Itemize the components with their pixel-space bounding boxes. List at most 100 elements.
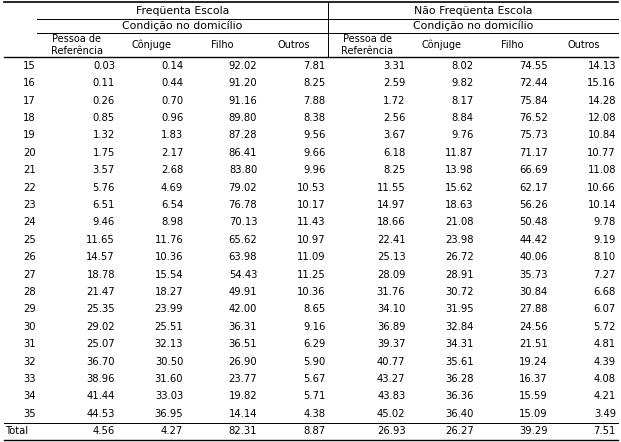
Text: 0.14: 0.14 [161,61,183,71]
Text: 10.36: 10.36 [297,287,325,297]
Text: 33: 33 [24,374,36,384]
Text: 29.02: 29.02 [86,322,115,332]
Text: Filho: Filho [501,40,524,50]
Text: 75.84: 75.84 [519,95,548,106]
Text: 87.28: 87.28 [229,130,257,141]
Text: 8.17: 8.17 [451,95,474,106]
Text: 7.88: 7.88 [304,95,325,106]
Text: 9.66: 9.66 [303,148,325,158]
Text: 1.32: 1.32 [93,130,115,141]
Text: 9.16: 9.16 [303,322,325,332]
Text: 14.14: 14.14 [229,409,257,419]
Text: 26.93: 26.93 [377,426,406,436]
Text: 11.09: 11.09 [297,252,325,262]
Text: Condição no domicílio: Condição no domicílio [412,21,533,31]
Text: Filho: Filho [211,40,233,50]
Text: 23.77: 23.77 [229,374,257,384]
Text: 36.89: 36.89 [377,322,406,332]
Text: 19: 19 [23,130,36,141]
Text: 8.87: 8.87 [304,426,325,436]
Text: 4.56: 4.56 [93,426,115,436]
Text: 9.96: 9.96 [303,165,325,175]
Text: 12.08: 12.08 [587,113,616,123]
Text: 32.13: 32.13 [155,339,183,349]
Text: 26.27: 26.27 [445,426,474,436]
Text: Freqüenta Escola: Freqüenta Escola [135,5,229,15]
Text: 31: 31 [24,339,36,349]
Text: 15.54: 15.54 [155,270,183,280]
Text: 28.91: 28.91 [445,270,474,280]
Text: 36.36: 36.36 [445,392,474,401]
Text: 18.66: 18.66 [377,217,406,227]
Text: 10.66: 10.66 [587,183,616,193]
Text: 5.90: 5.90 [303,357,325,367]
Text: 0.85: 0.85 [93,113,115,123]
Text: 3.49: 3.49 [594,409,616,419]
Text: 7.51: 7.51 [594,426,616,436]
Text: Condição no domicílio: Condição no domicílio [122,21,242,31]
Text: 6.51: 6.51 [93,200,115,210]
Text: 4.38: 4.38 [304,409,325,419]
Text: 5.76: 5.76 [93,183,115,193]
Text: 5.71: 5.71 [303,392,325,401]
Text: 28: 28 [24,287,36,297]
Text: 32.84: 32.84 [445,322,474,332]
Text: 19.24: 19.24 [519,357,548,367]
Text: 9.82: 9.82 [451,78,474,88]
Text: 11.43: 11.43 [297,217,325,227]
Text: 92.02: 92.02 [229,61,257,71]
Text: 25.51: 25.51 [155,322,183,332]
Text: 35.73: 35.73 [519,270,548,280]
Text: 8.65: 8.65 [303,305,325,314]
Text: 36.31: 36.31 [229,322,257,332]
Text: 5.67: 5.67 [303,374,325,384]
Text: 4.08: 4.08 [594,374,616,384]
Text: 50.48: 50.48 [519,217,548,227]
Text: 22: 22 [23,183,36,193]
Text: 10.97: 10.97 [297,235,325,245]
Text: 3.31: 3.31 [383,61,406,71]
Text: 9.46: 9.46 [93,217,115,227]
Text: 15.09: 15.09 [519,409,548,419]
Text: 24: 24 [24,217,36,227]
Text: 18.78: 18.78 [86,270,115,280]
Text: 33.03: 33.03 [155,392,183,401]
Text: 49.91: 49.91 [229,287,257,297]
Text: 10.77: 10.77 [587,148,616,158]
Text: 36.51: 36.51 [229,339,257,349]
Text: 14.97: 14.97 [377,200,406,210]
Text: 2.59: 2.59 [383,78,406,88]
Text: 91.20: 91.20 [229,78,257,88]
Text: 86.41: 86.41 [229,148,257,158]
Text: 23.98: 23.98 [445,235,474,245]
Text: 44.42: 44.42 [519,235,548,245]
Text: 1.72: 1.72 [383,95,406,106]
Text: 1.75: 1.75 [93,148,115,158]
Text: 26.72: 26.72 [445,252,474,262]
Text: 23: 23 [24,200,36,210]
Text: 9.19: 9.19 [594,235,616,245]
Text: 63.98: 63.98 [229,252,257,262]
Text: 10.53: 10.53 [297,183,325,193]
Text: 8.25: 8.25 [383,165,406,175]
Text: Pessoa de
Referência: Pessoa de Referência [51,34,103,56]
Text: 4.81: 4.81 [594,339,616,349]
Text: 26.90: 26.90 [229,357,257,367]
Text: 2.56: 2.56 [383,113,406,123]
Text: 7.27: 7.27 [594,270,616,280]
Text: 30: 30 [24,322,36,332]
Text: 31.95: 31.95 [445,305,474,314]
Text: 8.84: 8.84 [451,113,474,123]
Text: 29: 29 [23,305,36,314]
Text: 26: 26 [23,252,36,262]
Text: 25.13: 25.13 [377,252,406,262]
Text: 71.17: 71.17 [519,148,548,158]
Text: 54.43: 54.43 [229,270,257,280]
Text: 6.07: 6.07 [594,305,616,314]
Text: 43.27: 43.27 [377,374,406,384]
Text: 19.82: 19.82 [229,392,257,401]
Text: 17: 17 [23,95,36,106]
Text: 2.68: 2.68 [161,165,183,175]
Text: Cônjuge: Cônjuge [422,40,461,50]
Text: 40.77: 40.77 [377,357,406,367]
